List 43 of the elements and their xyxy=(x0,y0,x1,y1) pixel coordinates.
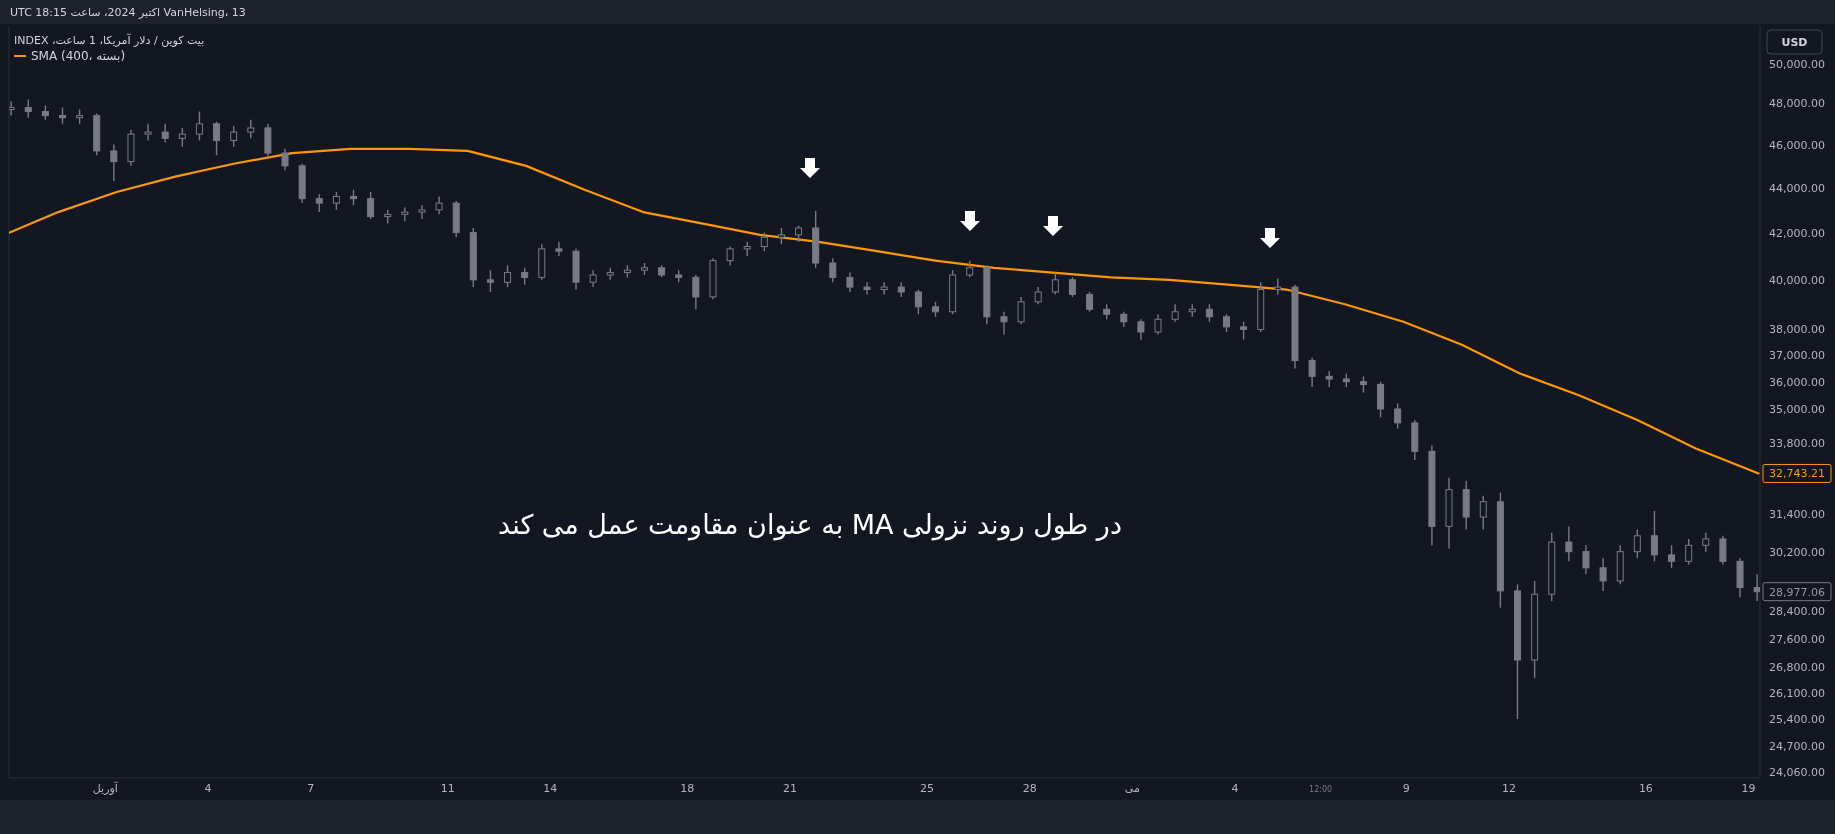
y-tick-label: 27,600.00 xyxy=(1769,632,1825,646)
y-tick-label: 26,100.00 xyxy=(1769,686,1825,700)
x-tick-label: 11 xyxy=(440,782,455,795)
y-tick-label: 50,000.00 xyxy=(1769,57,1825,71)
x-tick-label: 12 xyxy=(1501,782,1516,795)
y-tick-label: 38,000.00 xyxy=(1769,323,1825,337)
x-tick-label: 19 xyxy=(1741,782,1756,795)
x-tick-label: 9 xyxy=(1402,782,1410,795)
x-tick-label: 4 xyxy=(204,782,212,795)
legend-label: SMA (400، بسته) xyxy=(31,49,126,63)
y-tick-label: 37,000.00 xyxy=(1769,349,1825,363)
x-tick-label: 18 xyxy=(680,782,695,795)
x-tick-label: می xyxy=(1124,782,1140,795)
y-tick-label: 31,400.00 xyxy=(1769,507,1825,521)
chart-subtitle: VanHelsing، 13 اکتبر 2024، ساعت 18:15 UTC xyxy=(10,6,246,19)
y-tick-label: 44,000.00 xyxy=(1769,181,1825,195)
y-axis-title: USD xyxy=(1781,36,1808,49)
x-tick-label: 7 xyxy=(307,782,315,795)
x-tick-label: 4 xyxy=(1231,782,1239,795)
y-tick-label: 40,000.00 xyxy=(1769,273,1825,287)
x-tick-label: آوریل xyxy=(92,781,119,795)
y-tick-label: 48,000.00 xyxy=(1769,97,1825,111)
annotation: 32,743.21 xyxy=(1769,467,1825,481)
annotation: 28,977.06 xyxy=(1769,585,1825,599)
y-tick-label: 33,800.00 xyxy=(1769,436,1825,450)
x-tick-label: 16 xyxy=(1638,782,1653,795)
x-tick-label: 28 xyxy=(1022,782,1037,795)
y-tick-label: 36,000.00 xyxy=(1769,375,1825,389)
y-tick-label: 24,060.00 xyxy=(1769,765,1825,779)
y-tick-label: 24,700.00 xyxy=(1769,740,1825,754)
text: بیت کوین / دلار آمریکا، 1 ساعت، INDEX xyxy=(14,33,205,47)
y-tick-label: 35,000.00 xyxy=(1769,402,1825,416)
y-tick-label: 42,000.00 xyxy=(1769,226,1825,240)
y-tick-label: 46,000.00 xyxy=(1769,138,1825,152)
y-tick-label: 28,400.00 xyxy=(1769,605,1825,619)
annotation: در طول روند نزولی MA به عنوان مقاومت عمل می کند xyxy=(498,509,1122,541)
x-tick-label: 12:00 xyxy=(1309,785,1333,794)
y-tick-label: 30,200.00 xyxy=(1769,545,1825,559)
x-tick-label: 25 xyxy=(919,782,934,795)
y-tick-label: 25,400.00 xyxy=(1769,713,1825,727)
x-tick-label: 14 xyxy=(543,782,558,795)
y-tick-label: 26,800.00 xyxy=(1769,661,1825,675)
x-tick-label: 21 xyxy=(783,782,797,795)
